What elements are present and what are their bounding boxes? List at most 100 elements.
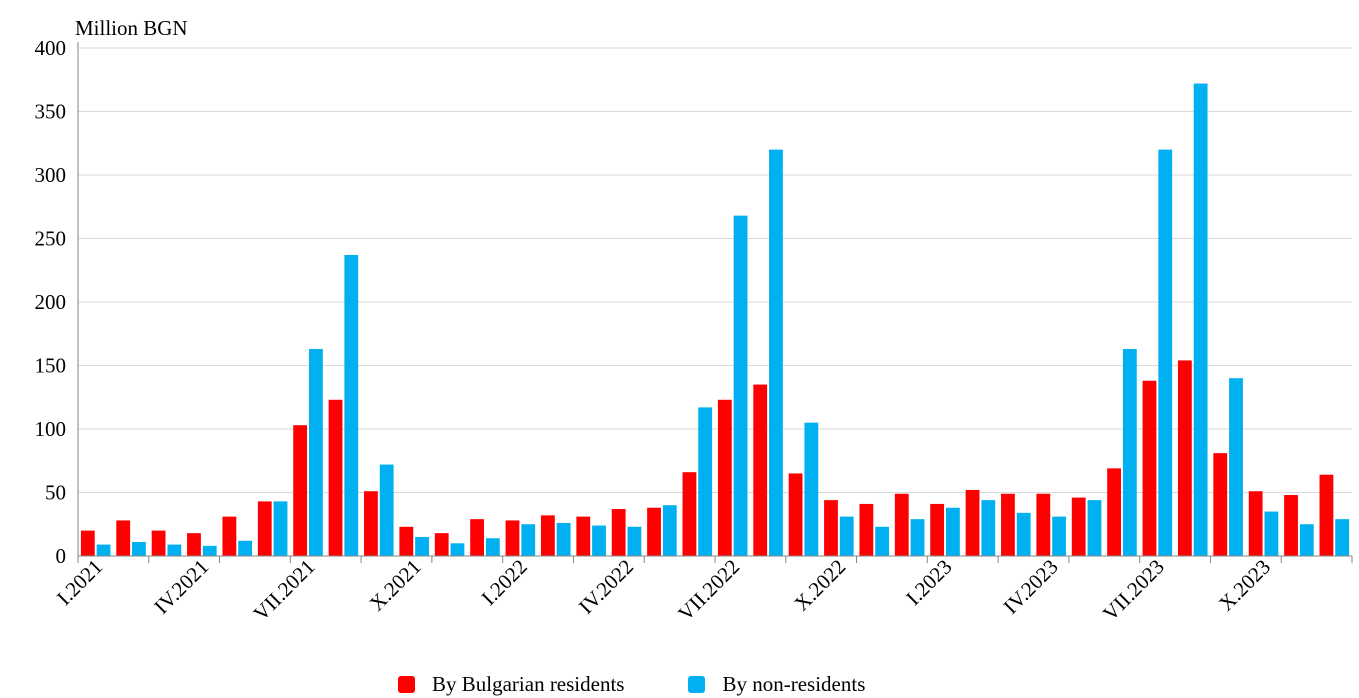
bar-non-residents [1087,500,1102,556]
bar-residents [257,501,272,556]
y-tick-label: 50 [45,481,66,505]
bar-non-residents [1299,524,1314,556]
bar-residents [965,489,980,556]
bar-residents [399,526,414,556]
legend-swatch-residents [398,676,415,693]
bar-non-residents [910,519,925,556]
bar-non-residents [450,543,465,556]
bar-residents [611,509,626,556]
bar-non-residents [592,525,606,556]
bar-non-residents [946,507,960,556]
bar-residents [647,507,661,556]
y-tick-label: 300 [35,163,67,187]
legend-swatch-non-residents [688,676,706,693]
x-tick-label: VII.2023 [1098,555,1169,626]
x-tick-label: X.2021 [365,555,426,616]
y-tick-label: 200 [35,290,67,314]
bar-residents [1284,495,1298,556]
y-tick-label: 400 [35,36,67,60]
bar-residents [470,519,484,556]
bar-non-residents [1016,512,1031,556]
bar-non-residents [238,540,253,556]
bar-non-residents [1122,348,1137,556]
legend-label-residents: By Bulgarian residents [432,672,625,696]
bar-non-residents [981,500,996,556]
bar-non-residents [1229,378,1243,556]
bar-non-residents [698,407,713,556]
bar-residents [1036,493,1051,556]
y-tick-label: 100 [35,417,67,441]
bar-non-residents [485,538,500,556]
bar-non-residents [769,149,783,556]
bar-residents [364,491,378,556]
bar-non-residents [1335,519,1350,556]
bar-residents [859,503,874,556]
bar-residents [505,520,520,556]
bar-non-residents [1052,516,1066,556]
bar-residents [1001,493,1015,556]
bar-non-residents [202,545,217,556]
bar-residents [151,530,166,556]
bar-residents [1248,491,1263,556]
legend: By Bulgarian residents By non-residents [398,672,929,697]
x-tick-label: IV.2023 [999,555,1063,619]
bar-residents [1177,360,1192,556]
bar-residents [540,515,555,556]
bar-residents [1213,453,1228,556]
x-tick-label: VII.2022 [673,555,744,626]
y-tick-label: 0 [56,544,67,568]
x-tick-label: VII.2021 [249,555,320,626]
bar-non-residents [379,464,394,556]
bar-non-residents [1264,511,1279,556]
bar-residents [753,384,768,556]
bar-residents [576,516,591,556]
bar-non-residents [556,522,571,556]
bar-non-residents [1158,149,1173,556]
legend-item-residents: By Bulgarian residents [398,672,624,697]
bar-non-residents [273,501,288,556]
bar-non-residents [662,505,677,556]
bar-non-residents [804,422,819,556]
x-tick-label: X.2022 [789,555,850,616]
bar-residents [682,472,697,556]
bar-residents [80,530,95,556]
bar-residents [824,500,838,556]
bar-non-residents [875,526,890,556]
bar-residents [187,533,201,556]
bar-residents [328,399,343,556]
bar-residents [1142,380,1157,556]
legend-item-non-residents: By non-residents [688,672,865,697]
bar-non-residents [344,255,359,556]
bar-residents [293,425,308,556]
x-tick-label: X.2023 [1214,555,1275,616]
x-tick-label: I.2022 [477,555,532,610]
bar-residents [434,533,449,556]
bar-residents [717,399,732,556]
bar-non-residents [521,524,536,556]
bar-non-residents [167,544,182,556]
bar-residents [1107,468,1121,556]
legend-label-non-residents: By non-residents [722,672,866,696]
bar-residents [788,473,803,556]
bar-non-residents [839,516,854,556]
bar-residents [1319,474,1334,556]
y-axis-unit-label: Million BGN [75,16,188,40]
y-tick-label: 150 [35,354,67,378]
bar-non-residents [309,348,323,556]
bar-non-residents [1193,83,1208,556]
bar-residents [894,493,909,556]
y-tick-label: 350 [35,100,67,124]
bar-non-residents [627,526,642,556]
bar-residents [222,516,237,556]
bar-non-residents [132,542,146,556]
bar-residents [1071,497,1086,556]
x-tick-label: IV.2021 [149,555,213,619]
bar-residents [116,520,131,556]
y-tick-label: 250 [35,227,67,251]
bar-non-residents [415,536,429,556]
x-tick-label: IV.2022 [574,555,638,619]
bar-residents [930,503,945,556]
bar-non-residents [96,544,111,556]
